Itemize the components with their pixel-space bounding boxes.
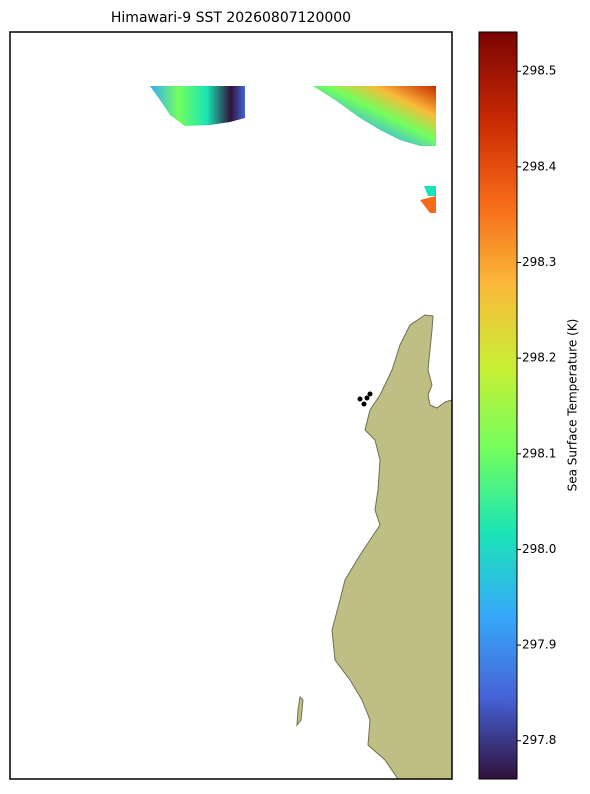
map-frame [9,31,453,780]
station [364,395,370,401]
sst-patch [424,186,436,196]
land [331,314,453,780]
sst-patch [150,86,245,126]
island [296,695,304,727]
station [357,396,363,402]
station [367,391,373,397]
colorbar-tick-label: 298.4 [522,159,556,173]
colorbar-tick-label: 298.3 [522,255,556,269]
colorbar-tick-label: 298.5 [522,64,556,78]
colorbar [478,31,518,780]
colorbar-tick-label: 297.9 [522,638,556,652]
sst-patch [313,86,436,146]
station [361,401,367,407]
colorbar-tick-label: 297.8 [522,733,556,747]
map-title: Himawari-9 SST 20260807120000 [111,10,351,26]
colorbar-tick-label: 298.1 [522,446,556,460]
colorbar-tick-label: 298.0 [522,542,556,556]
sst-patch [420,196,436,213]
colorbar-label: Sea Surface Temperature (K) [566,319,580,492]
colorbar-tick-label: 298.2 [522,351,556,365]
map [9,31,453,780]
